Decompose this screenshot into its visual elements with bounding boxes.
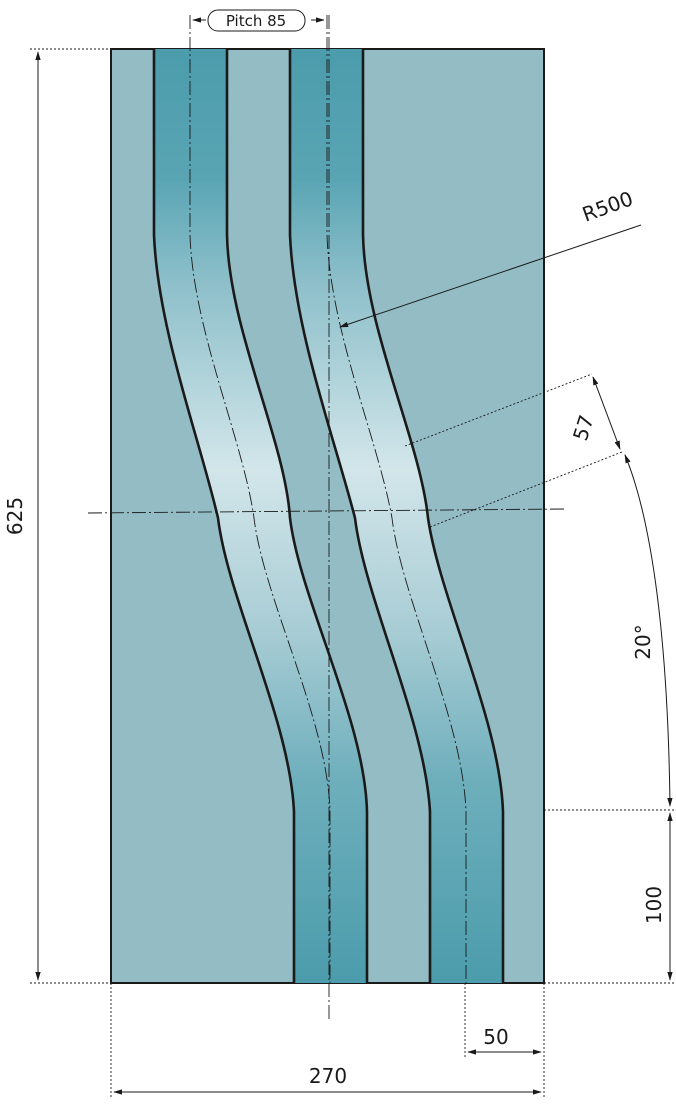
- channel-width-label: 57: [568, 412, 599, 444]
- horizontal-centerline: [87, 508, 566, 514]
- channel-centerlines: [189, 15, 467, 985]
- pitch-label: Pitch 85: [226, 12, 286, 30]
- angle-label: 20°: [631, 624, 655, 659]
- channel-outlines: [152, 49, 505, 983]
- width-label: 270: [309, 1064, 347, 1088]
- height-label: 625: [3, 497, 27, 535]
- dimension-lines: [35, 17, 673, 1095]
- extension-lines: [30, 48, 675, 1098]
- channel-1: [154, 49, 367, 983]
- edge-offset-label: 50: [483, 1025, 508, 1049]
- pitch-label-box: [207, 9, 306, 32]
- radius-label: R500: [579, 186, 636, 226]
- channel-2: [290, 49, 503, 983]
- straight-length-label: 100: [642, 886, 666, 924]
